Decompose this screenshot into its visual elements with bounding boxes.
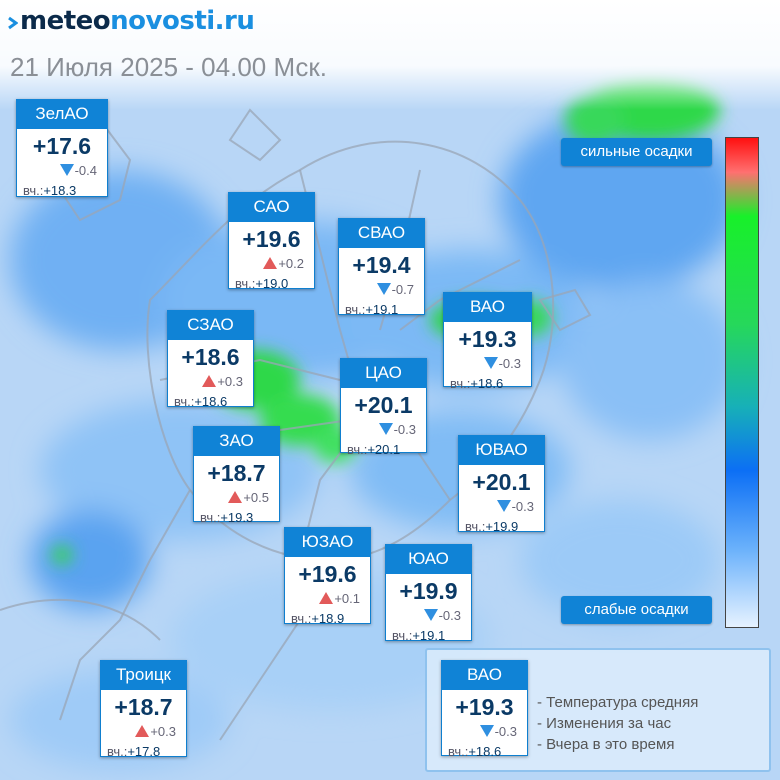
arrow-up-icon [319,592,334,604]
arrow-down-icon [376,283,391,295]
hourly-change: -0.3 [378,422,416,437]
hourly-change: +0.1 [319,591,360,606]
hourly-change: -0.3 [496,499,534,514]
district-name: СВАО [338,218,425,248]
district-temperature: +17.6 [32,133,92,159]
district-temperature: +19.6 [298,561,357,587]
district-temperature: +18.6 [181,344,240,370]
arrow-down-icon [378,423,393,435]
legend-descriptions: - Температура средняя - Изменения за час… [537,692,698,755]
district-card-yuao: ЮАО +19.9 -0.3 вч.:+19.1 [385,544,472,643]
scale-top-label: сильные осадки [561,138,712,166]
hourly-change: -0.3 [483,356,521,371]
district-card-cao: ЦАО +20.1 -0.3 вч.:+20.1 [340,358,427,457]
district-name: ЮВАО [458,435,545,465]
yesterday-value: вч.:+19.9 [465,519,519,534]
district-name: СЗАО [167,310,254,340]
date-time: 21 Июля 2025 - 04.00 Мск. [10,52,328,82]
logo-suffix: novosti.ru [110,6,255,36]
legend-sample-card: ВАО +19.3 -0.3 вч.:+18.6 [441,660,528,759]
legend-line-yesterday: - Вчера в это время [537,736,675,753]
district-temperature: +18.7 [207,460,266,486]
district-name: САО [228,192,315,222]
legend-box: ВАО +19.3 -0.3 вч.:+18.6 - Температура с… [425,648,771,772]
logo-prefix: meteo [20,6,111,36]
district-card-svao: СВАО +19.4 -0.7 вч.:+19.1 [338,218,425,317]
district-card-vao: ВАО +19.3 -0.3 вч.:+18.6 [443,292,532,391]
district-name: ВАО [441,660,528,690]
district-name: ВАО [443,292,532,322]
district-card-zao: ЗАО +18.7 +0.5 вч.:+19.3 [193,426,280,525]
district-card-zelao: ЗелАО +17.6 -0.4 вч.:+18.3 [16,99,108,198]
yesterday-value: вч.:+18.6 [448,744,502,759]
arrow-up-icon [263,257,278,269]
district-temperature: +19.6 [242,226,301,252]
hourly-change: +0.3 [135,724,176,739]
header-fade [0,0,780,110]
district-name: Троицк [100,660,187,690]
arrow-down-icon [59,164,74,176]
hourly-change: -0.7 [376,282,414,297]
district-card-yuzao: ЮЗАО +19.6 +0.1 вч.:+18.9 [284,527,371,626]
district-name: ЗАО [193,426,280,456]
hourly-change: -0.4 [59,163,97,178]
district-name: ЗелАО [16,99,108,129]
scale-bottom-label: слабые осадки [561,596,712,624]
logo-mark-icon [8,16,18,30]
hourly-change: +0.5 [228,490,269,505]
arrow-down-icon [423,609,438,621]
yesterday-value: вч.:+18.6 [174,394,228,409]
district-card-szao: СЗАО +18.6 +0.3 вч.:+18.6 [167,310,254,409]
district-card-sao: САО +19.6 +0.2 вч.:+19.0 [228,192,315,291]
arrow-down-icon [479,725,494,737]
district-temperature: +19.4 [352,252,411,278]
hourly-change: +0.3 [202,374,243,389]
district-temperature: +19.3 [455,694,514,720]
arrow-up-icon [202,375,217,387]
yesterday-value: вч.:+18.6 [450,376,504,391]
arrow-up-icon [228,491,243,503]
yesterday-value: вч.:+17.8 [107,744,161,759]
arrow-up-icon [135,725,150,737]
district-card-troitsk: Троицк +18.7 +0.3 вч.:+17.8 [100,660,187,759]
yesterday-value: вч.:+19.1 [345,302,399,317]
district-temperature: +20.1 [472,469,531,495]
yesterday-value: вч.:+19.3 [200,510,254,525]
district-name: ЮЗАО [284,527,371,557]
arrow-down-icon [483,357,498,369]
yesterday-value: вч.:+19.0 [235,276,289,291]
hourly-change: +0.2 [263,256,304,271]
legend-line-change: - Изменения за час [537,715,672,732]
district-name: ЦАО [340,358,427,388]
precipitation-color-scale [725,137,759,628]
yesterday-value: вч.:+20.1 [347,442,401,457]
district-card-yuvao: ЮВАО +20.1 -0.3 вч.:+19.9 [458,435,545,534]
hourly-change: -0.3 [423,608,461,623]
arrow-down-icon [496,500,511,512]
yesterday-value: вч.:+18.9 [291,611,345,626]
district-name: ЮАО [385,544,472,574]
district-temperature: +19.9 [399,578,458,604]
district-temperature: +19.3 [458,326,517,352]
site-logo[interactable]: meteonovosti.ru [8,6,255,36]
legend-line-temperature: - Температура средняя [537,694,699,711]
district-temperature: +18.7 [114,694,173,720]
yesterday-value: вч.:+19.1 [392,628,446,643]
yesterday-value: вч.:+18.3 [23,183,77,198]
hourly-change: -0.3 [479,724,517,739]
district-temperature: +20.1 [354,392,413,418]
